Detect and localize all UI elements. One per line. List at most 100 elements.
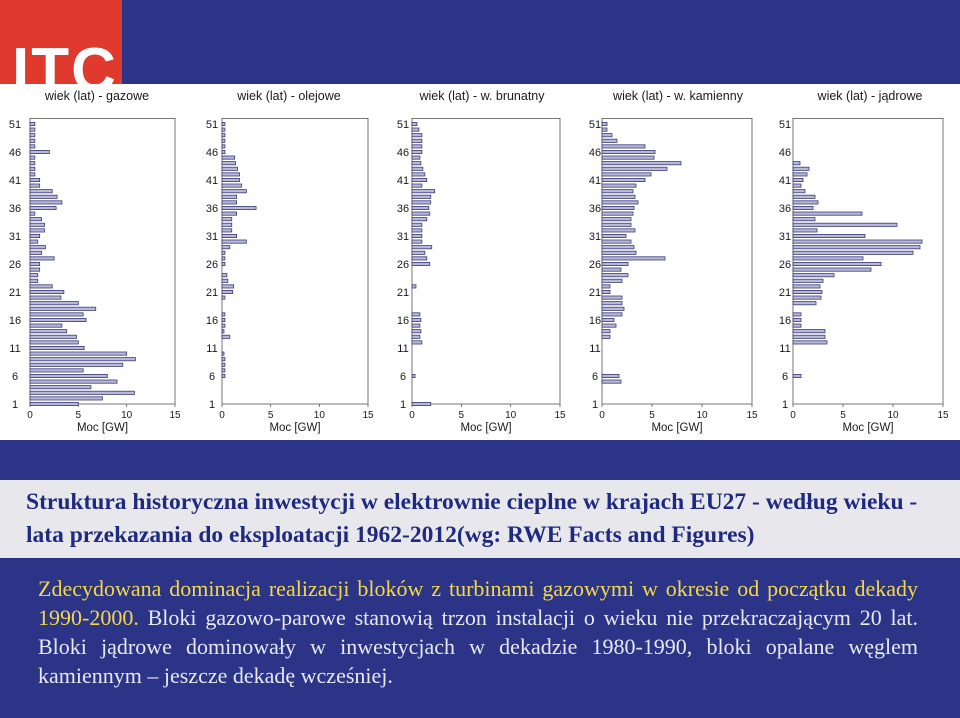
bar bbox=[792, 217, 816, 222]
chart-title: wiek (lat) - w. brunatny bbox=[418, 89, 545, 103]
x-tick-label: 5 bbox=[840, 410, 846, 421]
plot-frame bbox=[29, 118, 176, 405]
y-tick-label: 26 bbox=[397, 259, 409, 271]
bar bbox=[29, 122, 36, 127]
bar bbox=[792, 161, 801, 166]
bar bbox=[792, 301, 817, 306]
bar bbox=[29, 345, 85, 350]
bar bbox=[221, 317, 226, 322]
bar bbox=[29, 317, 87, 322]
bar bbox=[411, 138, 423, 143]
bar bbox=[29, 166, 36, 171]
charts-svg: wiek (lat) - gazowe161116212631364146510… bbox=[9, 89, 949, 434]
bar bbox=[221, 228, 233, 233]
bar bbox=[221, 127, 226, 132]
y-tick-label: 6 bbox=[400, 371, 406, 383]
x-tick-label: 15 bbox=[554, 410, 566, 421]
bar bbox=[29, 295, 62, 300]
x-tick-label: 10 bbox=[505, 410, 517, 421]
bar bbox=[601, 161, 682, 166]
bar bbox=[29, 267, 41, 272]
bar bbox=[601, 150, 656, 155]
bar bbox=[29, 357, 136, 362]
x-axis-label: Moc [GW] bbox=[269, 422, 320, 434]
y-tick-label: 41 bbox=[9, 175, 21, 187]
bar bbox=[792, 178, 804, 183]
bar bbox=[411, 334, 421, 339]
body-intro: Zdecydowana dominacja realizacji bloków … bbox=[38, 576, 918, 630]
bar bbox=[411, 261, 431, 266]
y-tick-label: 51 bbox=[9, 119, 21, 131]
y-tick-label: 16 bbox=[9, 315, 21, 327]
bar bbox=[221, 362, 226, 367]
bar bbox=[221, 357, 226, 362]
bar bbox=[221, 211, 237, 216]
bar bbox=[601, 133, 613, 138]
bar bbox=[601, 138, 618, 143]
bar bbox=[601, 317, 615, 322]
bar bbox=[792, 312, 802, 317]
y-tick-label: 26 bbox=[206, 259, 218, 271]
bar bbox=[792, 340, 828, 345]
bar bbox=[221, 368, 226, 373]
bar bbox=[792, 334, 826, 339]
bar bbox=[221, 189, 247, 194]
bar bbox=[221, 150, 226, 155]
chart-title: wiek (lat) - olejowe bbox=[236, 89, 341, 103]
bar bbox=[29, 278, 39, 283]
x-axis-label: Moc [GW] bbox=[77, 422, 128, 434]
x-tick-label: 15 bbox=[746, 410, 758, 421]
bar bbox=[221, 166, 238, 171]
bar bbox=[411, 161, 422, 166]
bar bbox=[29, 144, 36, 149]
bar bbox=[29, 239, 39, 244]
bar bbox=[601, 239, 632, 244]
bar bbox=[221, 273, 228, 278]
bar bbox=[221, 334, 231, 339]
bar bbox=[221, 138, 226, 143]
x-tick-label: 5 bbox=[76, 410, 82, 421]
y-tick-label: 6 bbox=[782, 371, 788, 383]
bar bbox=[601, 301, 623, 306]
bar bbox=[29, 289, 65, 294]
y-tick-label: 36 bbox=[589, 203, 601, 215]
bar bbox=[411, 155, 421, 160]
y-tick-label: 21 bbox=[206, 287, 218, 299]
bar bbox=[411, 233, 423, 238]
bar bbox=[221, 161, 237, 166]
y-tick-label: 16 bbox=[589, 315, 601, 327]
bar bbox=[792, 239, 923, 244]
bar bbox=[792, 317, 802, 322]
bar bbox=[792, 222, 898, 227]
bar bbox=[411, 222, 423, 227]
bar bbox=[29, 312, 84, 317]
y-tick-label: 1 bbox=[209, 399, 215, 411]
bar bbox=[221, 373, 226, 378]
bar bbox=[221, 284, 235, 289]
bar bbox=[792, 295, 822, 300]
bar bbox=[792, 183, 802, 188]
bar bbox=[601, 289, 611, 294]
bar bbox=[411, 183, 423, 188]
bar bbox=[29, 301, 79, 306]
bar bbox=[792, 273, 835, 278]
bar bbox=[601, 206, 635, 211]
bar bbox=[29, 362, 124, 367]
bar bbox=[411, 150, 423, 155]
bar bbox=[601, 273, 629, 278]
title-band: Struktura historyczna inwestycji w elekt… bbox=[0, 480, 960, 558]
bar bbox=[792, 172, 808, 177]
x-axis-label: Moc [GW] bbox=[460, 422, 511, 434]
x-tick-label: 0 bbox=[599, 410, 605, 421]
bar bbox=[221, 329, 225, 334]
bar bbox=[221, 200, 237, 205]
bar bbox=[792, 211, 863, 216]
bar bbox=[411, 211, 431, 216]
slide-title: Struktura historyczna inwestycji w elekt… bbox=[26, 489, 918, 548]
y-tick-label: 46 bbox=[779, 147, 791, 159]
bar bbox=[792, 267, 872, 272]
y-tick-label: 51 bbox=[589, 119, 601, 131]
x-tick-label: 10 bbox=[887, 410, 899, 421]
bar bbox=[29, 368, 84, 373]
bar bbox=[221, 122, 226, 127]
